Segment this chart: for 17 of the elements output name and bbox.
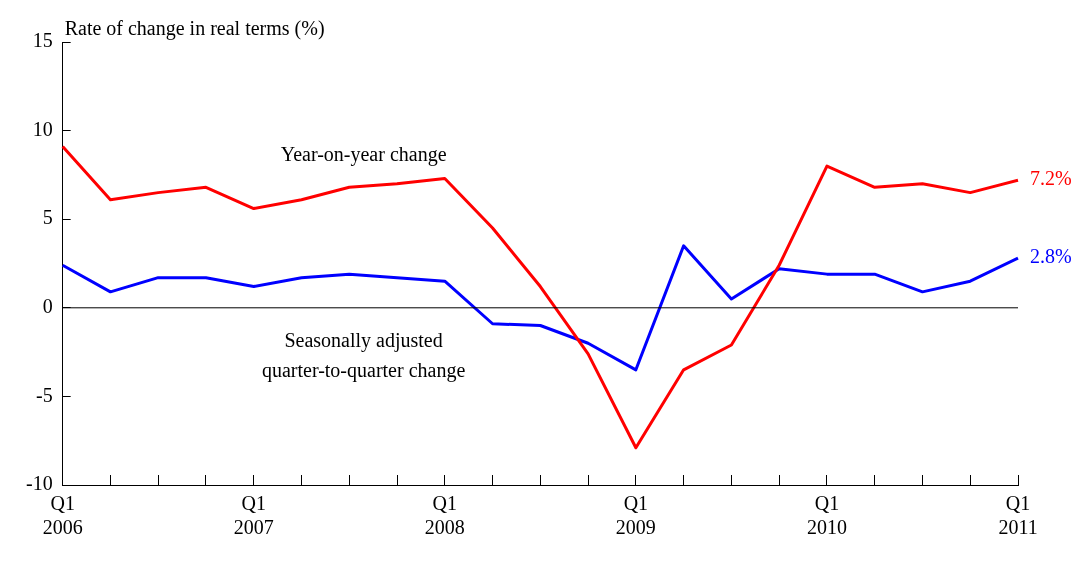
y-axis-title: Rate of change in real terms (%): [64, 17, 325, 41]
y-tick-label: 10: [32, 117, 53, 140]
x-tick-label: Q1 2007: [233, 492, 274, 539]
y-tick-label: 5: [42, 206, 53, 229]
y-tick-label: 15: [32, 29, 53, 52]
x-tick-label: Q1 2008: [424, 492, 465, 539]
data-label: 2.8%: [1030, 245, 1072, 268]
series-label: Seasonally adjusted quarter-to-quarter change: [261, 328, 466, 382]
y-tick-label: 0: [42, 295, 53, 318]
series-label: Year-on-year change: [280, 142, 447, 166]
x-tick-label: Q1 2009: [615, 492, 656, 539]
data-label: 7.2%: [1030, 167, 1072, 190]
x-tick-label: Q1 2011: [998, 492, 1038, 539]
y-tick-label: -5: [35, 383, 53, 406]
y-tick-label: -10: [25, 472, 53, 495]
x-tick-label: Q1 2010: [806, 492, 847, 539]
x-tick-label: Q1 2006: [42, 492, 83, 539]
